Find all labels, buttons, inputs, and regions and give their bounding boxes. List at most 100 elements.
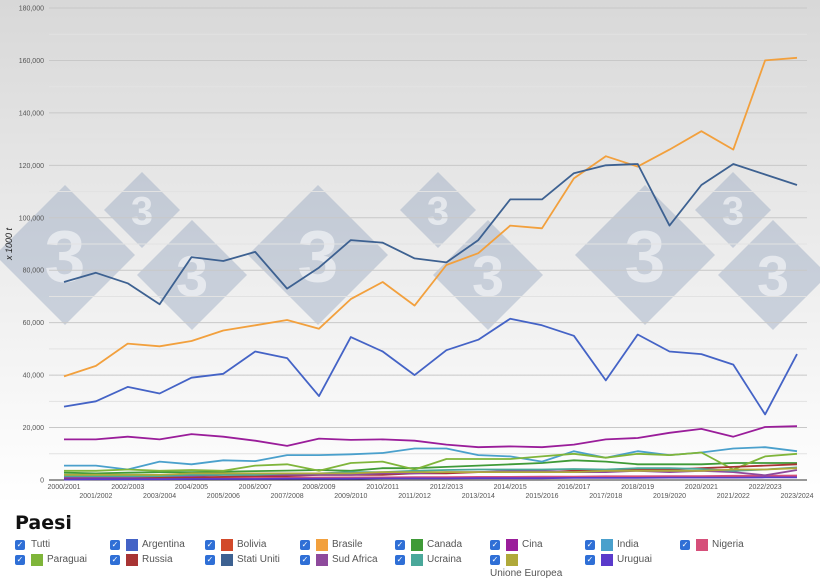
legend-item-tutti[interactable]: ✓ Tutti xyxy=(15,538,110,551)
color-swatch xyxy=(316,538,328,551)
legend-label: Stati Uniti xyxy=(237,554,280,565)
legend-label: Sud Africa xyxy=(332,554,378,565)
watermark-text: 3 xyxy=(131,189,153,233)
color-swatch xyxy=(126,553,138,566)
y-tick-label: 160,000 xyxy=(19,58,44,65)
checkbox[interactable]: ✓ xyxy=(300,539,310,550)
watermark-text: 3 xyxy=(45,215,86,298)
checkbox[interactable]: ✓ xyxy=(110,539,120,550)
watermark-diamond xyxy=(433,220,543,330)
checkbox[interactable]: ✓ xyxy=(585,554,595,565)
legend-item-paraguai[interactable]: ✓ Paraguai xyxy=(15,553,110,566)
color-swatch xyxy=(506,553,518,566)
y-axis-label: x 1000 t xyxy=(4,227,14,261)
watermark-diamond xyxy=(104,172,180,248)
checkbox[interactable]: ✓ xyxy=(15,554,25,565)
x-tick-label: 2016/2017 xyxy=(557,484,590,491)
watermark-diamond xyxy=(0,185,135,325)
y-tick-label: 100,000 xyxy=(19,215,44,222)
checkbox[interactable]: ✓ xyxy=(205,554,215,565)
watermark-text: 3 xyxy=(472,245,504,309)
checkbox[interactable]: ✓ xyxy=(110,554,120,565)
x-tick-label: 2012/2013 xyxy=(430,484,463,491)
series-line-paraguai xyxy=(64,451,798,472)
color-swatch xyxy=(506,538,518,551)
legend-label: Russia xyxy=(142,554,173,565)
watermark-text: 3 xyxy=(427,189,449,233)
watermark-diamond xyxy=(248,185,388,325)
legend-item-sud-africa[interactable]: ✓ Sud Africa xyxy=(300,553,395,566)
legend-item-brasile[interactable]: ✓ Brasile xyxy=(300,538,395,551)
x-tick-label: 2007/2008 xyxy=(271,493,304,500)
x-tick-label: 2023/2024 xyxy=(780,493,813,500)
checkbox[interactable]: ✓ xyxy=(490,539,500,550)
watermark-text: 3 xyxy=(722,189,744,233)
color-swatch xyxy=(31,553,43,566)
legend-label: Nigeria xyxy=(712,539,744,550)
checkbox[interactable]: ✓ xyxy=(490,554,500,565)
color-swatch xyxy=(316,553,328,566)
checkbox[interactable]: ✓ xyxy=(205,539,215,550)
x-tick-label: 2006/2007 xyxy=(239,484,272,491)
watermark-diamond xyxy=(137,220,247,330)
x-tick-label: 2022/2023 xyxy=(749,484,782,491)
legend-item-argentina[interactable]: ✓ Argentina xyxy=(110,538,205,551)
checkbox[interactable]: ✓ xyxy=(680,539,690,550)
legend-label: Bolivia xyxy=(237,539,267,550)
series-line-brasile xyxy=(63,56,798,378)
legend-item-canada[interactable]: ✓ Canada xyxy=(395,538,490,551)
series-line-ucraina xyxy=(64,466,798,478)
legend-label: Unione Europea xyxy=(490,568,563,579)
legend-label: Ucraina xyxy=(427,554,462,565)
watermark-text: 3 xyxy=(176,245,208,309)
legend-items: ✓ Tutti ✓ Argentina ✓ Bolivia ✓ Brasile ✓ Canada ✓… xyxy=(15,538,815,579)
x-tick-label: 2002/2003 xyxy=(111,484,144,491)
y-tick-label: 20,000 xyxy=(23,425,45,432)
legend-item-cina[interactable]: ✓ Cina xyxy=(490,538,585,551)
y-tick-label: 0 xyxy=(40,478,44,485)
color-swatch xyxy=(411,538,423,551)
x-tick-label: 2020/2021 xyxy=(685,484,718,491)
legend-item-uruguai[interactable]: ✓ Uruguai xyxy=(585,553,680,566)
y-tick-label: 180,000 xyxy=(19,6,44,13)
watermark-text: 3 xyxy=(757,245,789,309)
legend-label: Cina xyxy=(522,539,543,550)
color-swatch xyxy=(126,538,138,551)
x-tick-label: 2015/2016 xyxy=(525,493,558,500)
legend-item-russia[interactable]: ✓ Russia xyxy=(110,553,205,566)
line-chart: 333 333 333020,00040,00060,00080,000100,00… xyxy=(0,6,820,500)
color-swatch xyxy=(601,538,613,551)
series-line-india xyxy=(64,446,798,471)
checkbox[interactable]: ✓ xyxy=(395,539,405,550)
color-swatch xyxy=(221,538,233,551)
checkbox[interactable]: ✓ xyxy=(300,554,310,565)
legend-item-unione-europea[interactable]: ✓ Unione Europea xyxy=(490,553,585,579)
x-tick-label: 2000/2001 xyxy=(47,484,80,491)
watermark-diamond xyxy=(695,172,771,248)
legend-label: India xyxy=(617,539,639,550)
legend-item-nigeria[interactable]: ✓ Nigeria xyxy=(680,538,775,551)
legend-item-bolivia[interactable]: ✓ Bolivia xyxy=(205,538,300,551)
legend-item-stati-uniti[interactable]: ✓ Stati Uniti xyxy=(205,553,300,566)
color-swatch xyxy=(221,553,233,566)
checkbox[interactable]: ✓ xyxy=(585,539,595,550)
series-line-canada xyxy=(63,459,797,475)
legend-label: Paraguai xyxy=(47,554,88,565)
y-tick-label: 80,000 xyxy=(23,268,45,275)
legend-item-ucraina[interactable]: ✓ Ucraina xyxy=(395,553,490,566)
legend-title: Paesi xyxy=(15,512,72,534)
x-tick-label: 2005/2006 xyxy=(207,493,240,500)
x-tick-label: 2014/2015 xyxy=(494,484,527,491)
y-tick-label: 120,000 xyxy=(19,163,44,170)
legend-label: Brasile xyxy=(332,539,363,550)
checkbox[interactable]: ✓ xyxy=(15,539,25,550)
x-tick-label: 2008/2009 xyxy=(302,484,335,491)
legend-item-india[interactable]: ✓ India xyxy=(585,538,680,551)
series-line-cina xyxy=(64,425,798,449)
series-line-argentina xyxy=(63,317,798,416)
x-tick-label: 2019/2020 xyxy=(653,493,686,500)
x-tick-label: 2021/2022 xyxy=(717,493,750,500)
x-tick-label: 2017/2018 xyxy=(589,493,622,500)
legend-label: Uruguai xyxy=(617,554,653,565)
checkbox[interactable]: ✓ xyxy=(395,554,405,565)
